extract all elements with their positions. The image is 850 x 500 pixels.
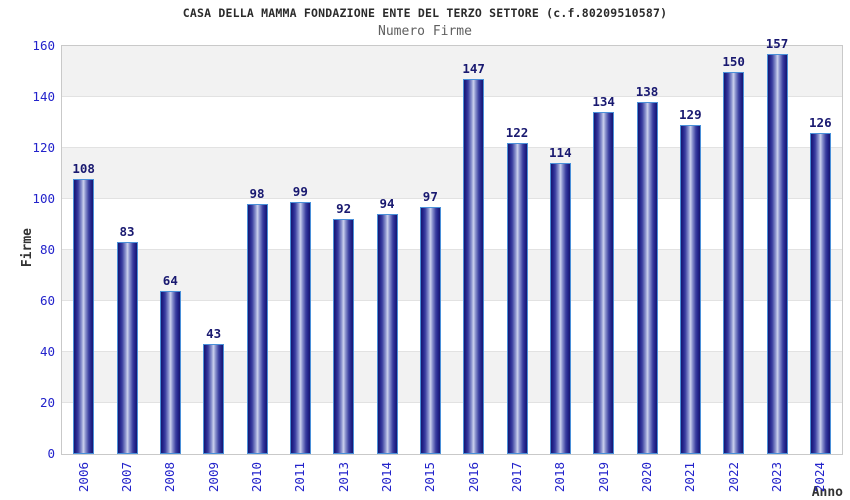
y-tick-label: 100	[32, 191, 55, 206]
bar	[116, 242, 138, 454]
x-tick-label: 2021	[682, 462, 698, 493]
bar	[766, 53, 788, 454]
bar	[289, 201, 311, 454]
bar-value-label: 92	[336, 201, 352, 217]
gridline	[62, 300, 842, 301]
x-axis-label: Anno	[811, 485, 843, 500]
chart-subtitle: Numero Firme	[378, 24, 472, 39]
x-tick-label: 2009	[205, 462, 221, 493]
x-tick-label: 2006	[75, 462, 91, 493]
bar-value-label: 122	[505, 124, 529, 140]
bar	[636, 102, 658, 454]
x-tick-label: 2017	[509, 462, 524, 493]
x-tick-label: 2023	[769, 462, 784, 493]
x-tick-label: 2016	[465, 462, 481, 493]
bar-value-label: 83	[119, 224, 135, 240]
y-tick-label: 140	[32, 89, 55, 104]
x-tick-label: 2024	[812, 462, 828, 493]
gridline	[62, 147, 842, 148]
gridline	[62, 198, 842, 199]
bar	[809, 132, 831, 454]
bar-value-label: 99	[292, 183, 308, 199]
bar-value-label: 97	[422, 188, 438, 204]
bar-value-label: 43	[206, 326, 222, 342]
bar-value-label: 129	[679, 107, 702, 123]
bar	[723, 71, 745, 454]
y-tick-label: 80	[39, 242, 55, 257]
x-tick-label: 2011	[292, 462, 308, 493]
bar-value-label: 147	[462, 61, 485, 77]
y-tick-label: 20	[39, 395, 55, 410]
bar-value-label: 150	[722, 53, 745, 69]
gridline	[62, 402, 842, 403]
plot-area: 108 83 64 43 98 99 92 94 97 147 122 114 134 138 129 150…	[61, 36, 843, 455]
bar	[73, 178, 95, 454]
bar	[463, 79, 485, 454]
bar	[376, 214, 398, 454]
bar-value-label: 94	[379, 196, 395, 212]
chart-title: CASA DELLA MAMMA FONDAZIONE ENTE DEL TER…	[182, 6, 668, 20]
x-tick-label: 2007	[119, 462, 134, 493]
x-tick-label: 2015	[422, 462, 438, 493]
x-tick-label: 2018	[552, 462, 568, 493]
gridline	[62, 249, 842, 250]
bar-value-label: 138	[635, 84, 659, 100]
y-tick-label: 0	[47, 446, 55, 461]
bar-value-label: 64	[162, 272, 178, 288]
x-tick-label: 2013	[335, 462, 351, 493]
bar-value-label: 157	[765, 35, 789, 51]
x-tick-label: 2014	[379, 462, 394, 493]
bar-value-label: 126	[809, 114, 832, 130]
bar	[246, 204, 268, 454]
bar-value-label: 108	[72, 160, 95, 176]
bar	[506, 142, 528, 454]
bar	[679, 125, 701, 454]
bar	[549, 163, 571, 454]
gridline	[62, 96, 842, 97]
y-tick-label: 40	[39, 344, 55, 359]
y-tick-label: 60	[39, 293, 55, 308]
bar	[159, 290, 181, 454]
x-tick-label: 2010	[249, 462, 264, 493]
x-tick-label: 2008	[162, 462, 178, 493]
y-tick-label: 120	[32, 140, 55, 155]
gridline	[62, 351, 842, 352]
bar-value-label: 114	[549, 145, 572, 161]
bar	[203, 344, 225, 454]
x-tick-label: 2022	[725, 462, 741, 493]
bar	[333, 219, 355, 454]
bar	[419, 206, 441, 454]
bar-value-label: 134	[592, 94, 615, 110]
x-tick-label: 2020	[639, 462, 654, 493]
bar	[593, 112, 615, 454]
y-tick-label: 160	[32, 38, 55, 53]
x-tick-label: 2019	[595, 462, 611, 493]
bar-value-label: 98	[249, 186, 265, 202]
